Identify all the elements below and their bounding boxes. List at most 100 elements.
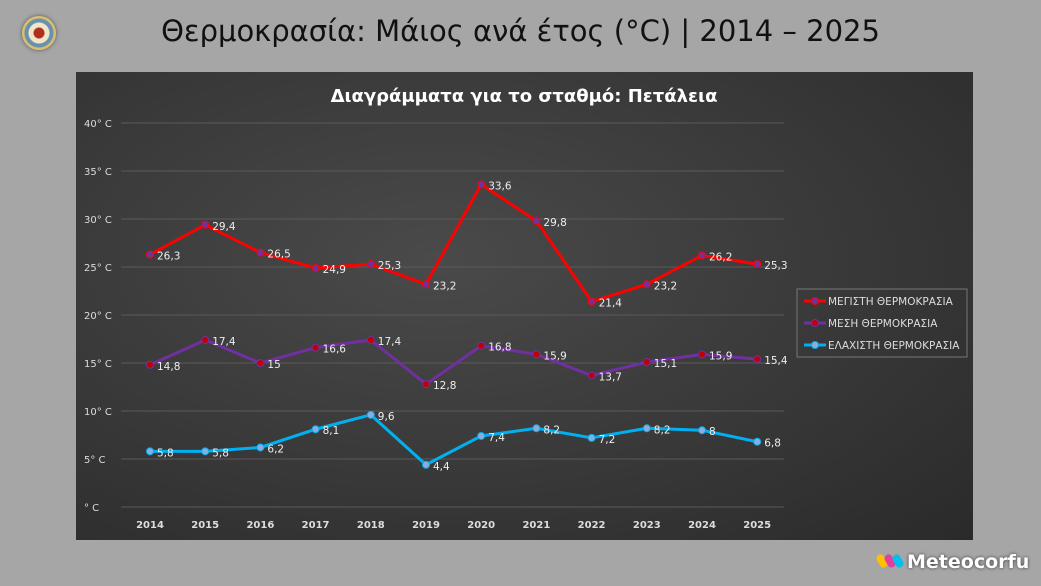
x-tick-label: 2020 bbox=[467, 520, 495, 531]
data-point bbox=[753, 260, 762, 269]
data-label: 7,4 bbox=[488, 432, 505, 444]
data-point bbox=[477, 431, 486, 440]
y-tick-label: 5° C bbox=[84, 455, 106, 466]
data-label: 8,1 bbox=[323, 425, 340, 437]
data-label: 23,2 bbox=[433, 280, 456, 292]
x-tick-label: 2025 bbox=[743, 520, 771, 531]
data-point bbox=[146, 360, 154, 369]
data-label: 25,3 bbox=[378, 260, 401, 272]
y-tick-label: 25° C bbox=[84, 263, 112, 274]
line-chart: Διαγράμματα για το σταθμό: Πετάλεια ° C 5°… bbox=[84, 86, 968, 531]
data-point bbox=[477, 341, 486, 350]
data-point bbox=[532, 216, 541, 225]
legend-marker bbox=[811, 297, 819, 305]
legend-marker bbox=[811, 341, 819, 349]
data-point bbox=[698, 251, 706, 260]
data-label: 5,8 bbox=[212, 447, 229, 459]
x-tick-label: 2019 bbox=[412, 520, 440, 531]
data-point bbox=[587, 297, 596, 306]
data-point bbox=[477, 180, 486, 189]
x-tick-label: 2018 bbox=[357, 520, 385, 531]
data-point bbox=[201, 220, 210, 229]
data-point bbox=[642, 358, 651, 367]
chart-panel: Διαγράμματα για το σταθμό: Πετάλεια ° C 5°… bbox=[76, 72, 973, 540]
data-label: 14,8 bbox=[157, 361, 180, 373]
data-point bbox=[256, 359, 265, 367]
data-label: 25,3 bbox=[764, 260, 787, 272]
data-point bbox=[311, 425, 320, 434]
data-label: 8,2 bbox=[654, 424, 671, 436]
y-tick-label: 35° C bbox=[84, 167, 112, 178]
data-label: 15,4 bbox=[764, 355, 788, 367]
data-point bbox=[698, 426, 706, 435]
data-label: 33,6 bbox=[488, 180, 512, 192]
data-point bbox=[256, 248, 265, 257]
legend-box bbox=[796, 288, 968, 358]
x-tick-label: 2023 bbox=[633, 520, 661, 531]
brand-icon bbox=[875, 551, 905, 573]
data-point bbox=[201, 335, 210, 344]
data-label: 29,8 bbox=[543, 217, 566, 229]
data-point bbox=[146, 447, 154, 456]
data-label: 15 bbox=[267, 359, 280, 371]
data-point bbox=[532, 424, 541, 433]
x-tick-label: 2017 bbox=[302, 520, 330, 531]
data-label: 24,9 bbox=[323, 264, 346, 276]
data-point bbox=[201, 447, 210, 456]
series-line bbox=[150, 413, 758, 467]
page-title: Θερμοκρασία: Μάιος ανά έτος (°C) | 2014 … bbox=[161, 14, 880, 48]
brand-logo: Meteocorfu bbox=[875, 551, 1029, 573]
data-label: 16,6 bbox=[323, 344, 347, 356]
station-logo bbox=[22, 16, 56, 50]
data-label: 12,8 bbox=[433, 380, 456, 392]
data-label: 7,2 bbox=[599, 434, 616, 446]
data-point bbox=[532, 350, 541, 359]
data-label: 5,8 bbox=[157, 447, 174, 459]
data-label: 4,4 bbox=[433, 461, 450, 473]
series-line bbox=[149, 182, 758, 304]
data-label: 13,7 bbox=[599, 371, 622, 383]
data-point bbox=[642, 280, 651, 289]
y-tick-label: 20° C bbox=[84, 311, 112, 322]
x-tick-label: 2022 bbox=[578, 520, 606, 531]
x-tick-label: 2016 bbox=[246, 520, 274, 531]
data-label: 6,2 bbox=[267, 443, 284, 455]
data-point bbox=[587, 371, 596, 380]
data-label: 21,4 bbox=[599, 298, 623, 310]
x-tick-label: 2015 bbox=[191, 520, 219, 531]
chart-title: Διαγράμματα για το σταθμό: Πετάλεια bbox=[331, 86, 718, 107]
data-label: 17,4 bbox=[378, 336, 402, 348]
y-tick-label: 40° C bbox=[84, 119, 112, 130]
legend-label: ΜΕΣΗ ΘΕΡΜΟΚΡΑΣΙΑ bbox=[828, 318, 938, 330]
data-label: 23,2 bbox=[654, 280, 677, 292]
data-point bbox=[642, 424, 651, 433]
data-point bbox=[366, 410, 375, 419]
data-label: 16,8 bbox=[488, 342, 511, 354]
data-label: 15,9 bbox=[543, 350, 566, 362]
data-point bbox=[422, 460, 430, 469]
data-point bbox=[753, 355, 762, 364]
data-label: 8 bbox=[709, 426, 716, 438]
data-point bbox=[366, 335, 375, 344]
data-point bbox=[422, 280, 430, 289]
data-point bbox=[256, 443, 265, 452]
data-label: 26,5 bbox=[267, 249, 290, 261]
data-label: 6,8 bbox=[764, 438, 781, 450]
y-tick-label: 15° C bbox=[84, 359, 112, 370]
legend-label: ΕΛΑΧΙΣΤΗ ΘΕΡΜΟΚΡΑΣΙΑ bbox=[828, 340, 960, 352]
data-label: 15,9 bbox=[709, 350, 732, 362]
data-label: 8,2 bbox=[543, 424, 560, 436]
data-point bbox=[422, 380, 430, 389]
x-tick-label: 2024 bbox=[688, 520, 716, 531]
legend-label: ΜΕΓΙΣΤΗ ΘΕΡΜΟΚΡΑΣΙΑ bbox=[828, 296, 954, 308]
data-label: 26,3 bbox=[157, 251, 180, 263]
series-line bbox=[149, 338, 758, 386]
data-point bbox=[366, 260, 375, 269]
data-point bbox=[311, 343, 320, 352]
x-tick-label: 2014 bbox=[136, 520, 164, 531]
data-label: 29,4 bbox=[212, 221, 236, 233]
data-label: 26,2 bbox=[709, 251, 732, 263]
data-point bbox=[311, 263, 320, 272]
data-point bbox=[587, 433, 596, 442]
y-tick-label: ° C bbox=[84, 503, 99, 514]
